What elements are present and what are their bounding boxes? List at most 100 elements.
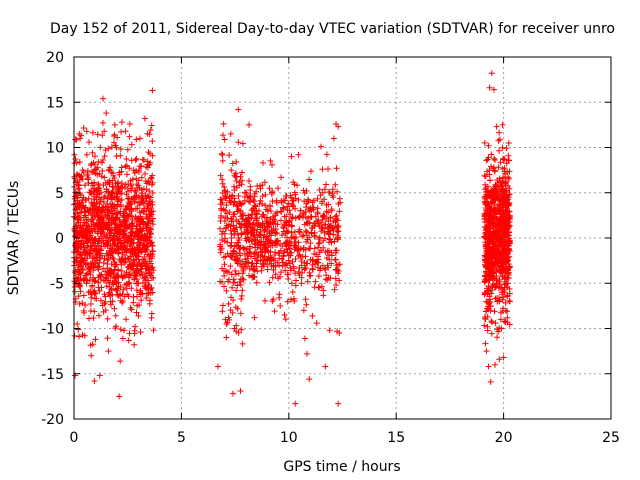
data-point	[91, 377, 98, 384]
data-point	[91, 167, 98, 174]
data-point	[488, 205, 495, 212]
data-point	[288, 153, 295, 160]
data-point	[131, 341, 138, 348]
data-point	[87, 243, 94, 250]
data-point	[235, 218, 242, 225]
data-point	[237, 310, 244, 317]
data-point	[269, 219, 276, 226]
data-point	[114, 291, 121, 298]
y-tick-label: -20	[41, 412, 64, 428]
data-point	[499, 121, 506, 128]
data-point	[218, 231, 225, 238]
data-point	[109, 194, 116, 201]
data-point	[335, 234, 342, 241]
data-point	[134, 232, 141, 239]
data-point	[238, 295, 245, 302]
data-point	[503, 284, 510, 291]
data-point	[287, 211, 294, 218]
data-point	[104, 188, 111, 195]
data-point	[295, 239, 302, 246]
data-point	[302, 296, 309, 303]
data-point	[321, 221, 328, 228]
data-point	[261, 227, 268, 234]
data-point	[243, 246, 250, 253]
data-point	[233, 287, 240, 294]
data-point	[86, 139, 93, 146]
data-point	[233, 178, 240, 185]
data-point	[98, 214, 105, 221]
data-point	[328, 206, 335, 213]
data-point	[231, 243, 238, 250]
data-point	[245, 212, 252, 219]
data-point	[240, 261, 247, 268]
data-point	[500, 198, 507, 205]
data-point	[117, 146, 124, 153]
data-point	[139, 190, 146, 197]
data-point	[89, 216, 96, 223]
data-point	[291, 242, 298, 249]
data-point	[504, 254, 511, 261]
data-point	[88, 160, 95, 167]
data-point	[229, 160, 236, 167]
data-point	[481, 172, 488, 179]
data-point	[302, 228, 309, 235]
data-point	[86, 315, 93, 322]
data-point	[131, 330, 138, 337]
data-point	[489, 287, 496, 294]
data-point	[230, 201, 237, 208]
data-point	[141, 205, 148, 212]
data-point	[221, 261, 228, 268]
data-point	[282, 261, 289, 268]
data-point	[274, 209, 281, 216]
data-point	[307, 213, 314, 220]
data-point	[114, 185, 121, 192]
data-point	[134, 302, 141, 309]
data-point	[315, 240, 322, 247]
data-point	[253, 229, 260, 236]
data-point	[294, 182, 301, 189]
data-point	[80, 292, 87, 299]
data-point	[85, 208, 92, 215]
data-point	[109, 189, 116, 196]
data-point	[260, 263, 267, 270]
data-point	[242, 221, 249, 228]
data-point	[133, 309, 140, 316]
data-point	[316, 234, 323, 241]
data-point	[95, 158, 102, 165]
data-point	[96, 372, 103, 379]
data-point	[260, 159, 267, 166]
data-point	[307, 240, 314, 247]
data-point	[126, 279, 133, 286]
data-point	[487, 246, 494, 253]
data-point	[97, 272, 104, 279]
data-point	[282, 267, 289, 274]
data-point	[324, 276, 331, 283]
data-point	[74, 320, 81, 327]
data-point	[77, 282, 84, 289]
data-point	[262, 191, 269, 198]
data-point	[82, 260, 89, 267]
data-point	[497, 217, 504, 224]
data-point	[335, 400, 342, 407]
data-point	[118, 180, 125, 187]
data-point	[276, 262, 283, 269]
data-point	[486, 293, 493, 300]
data-point	[302, 253, 309, 260]
data-point	[227, 223, 234, 230]
data-point	[483, 227, 490, 234]
data-point	[222, 225, 229, 232]
data-point	[217, 241, 224, 248]
data-point	[319, 225, 326, 232]
data-point	[83, 196, 90, 203]
data-point	[105, 348, 112, 355]
data-point	[303, 187, 310, 194]
data-point	[251, 273, 258, 280]
data-point	[323, 151, 330, 158]
data-point	[326, 189, 333, 196]
data-point	[257, 185, 264, 192]
data-point	[251, 314, 258, 321]
data-point	[141, 232, 148, 239]
data-point	[219, 302, 226, 309]
data-point	[223, 334, 230, 341]
data-point	[222, 214, 229, 221]
